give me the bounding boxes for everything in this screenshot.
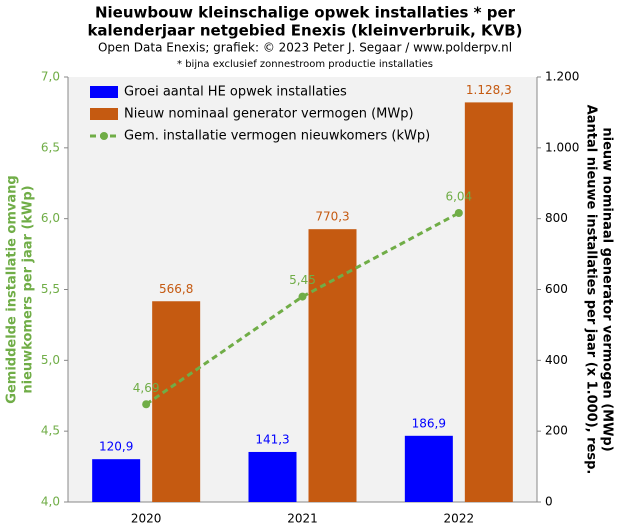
legend-label: Groei aantal HE opwek installaties [124, 85, 347, 100]
plot-area [68, 77, 537, 502]
y-tick-label: 4,5 [41, 424, 60, 438]
y2-tick-label: 200 [545, 424, 568, 438]
x-tick-label: 2022 [444, 512, 475, 526]
y2-tick-label: 0 [545, 495, 553, 509]
y-axis-label: nieuwkomers per jaar (kWp) [21, 185, 36, 393]
data-label: 141,3 [255, 432, 289, 446]
bar [248, 451, 297, 502]
y2-tick-label: 400 [545, 353, 568, 367]
y-tick-label: 7,0 [41, 70, 60, 84]
data-label: 6,04 [445, 190, 472, 204]
y2-axis-label: Aantal nieuwe installaties per jaar (x 1… [584, 105, 599, 475]
data-label: 186,9 [412, 416, 446, 430]
legend-label: Gem. installatie vermogen nieuwkomers (k… [124, 129, 430, 144]
data-label: 120,9 [99, 440, 133, 454]
bar [308, 229, 357, 502]
subtitle: Open Data Enexis; grafiek: © 2023 Peter … [98, 41, 512, 55]
chart-title: kalenderjaar netgebied Enexis (kleinverb… [87, 22, 522, 40]
y-tick-label: 5,0 [41, 353, 60, 367]
bar [92, 459, 141, 502]
line [145, 211, 460, 406]
y2-tick-label: 600 [545, 282, 568, 296]
data-label: 770,3 [315, 210, 349, 224]
note: * bijna exclusief zonnestroom productie … [177, 59, 433, 70]
line-point [298, 292, 307, 301]
x-tick-label: 2020 [131, 512, 162, 526]
y-tick-label: 6,0 [41, 211, 60, 225]
bar [152, 301, 201, 502]
data-label: 1.128,3 [466, 83, 512, 97]
bar [464, 102, 513, 503]
y-axis-label: Gemiddelde installatie omvang [5, 175, 20, 403]
y2-axis-label: nieuw nominaal generator vermogen (MWp) [600, 127, 615, 451]
legend-swatch [90, 86, 118, 98]
y2-tick-label: 1.000 [545, 140, 579, 154]
legend-swatch [90, 108, 118, 120]
chart-title: Nieuwbouw kleinschalige opwek installati… [95, 4, 516, 22]
line-point [142, 400, 151, 409]
x-tick-label: 2021 [287, 512, 318, 526]
data-label: 566,8 [159, 282, 193, 296]
y-tick-label: 4,0 [41, 495, 60, 509]
data-label: 4,69 [133, 381, 160, 395]
bar [404, 435, 453, 502]
legend-label: Nieuw nominaal generator vermogen (MWp) [124, 107, 414, 122]
legend-swatch [100, 132, 108, 140]
y2-tick-label: 1.200 [545, 70, 579, 84]
y-tick-label: 6,5 [41, 140, 60, 154]
data-label: 5,45 [289, 273, 316, 287]
line-point [454, 209, 463, 217]
y2-tick-label: 800 [545, 211, 568, 225]
y-tick-label: 5,5 [41, 282, 60, 296]
